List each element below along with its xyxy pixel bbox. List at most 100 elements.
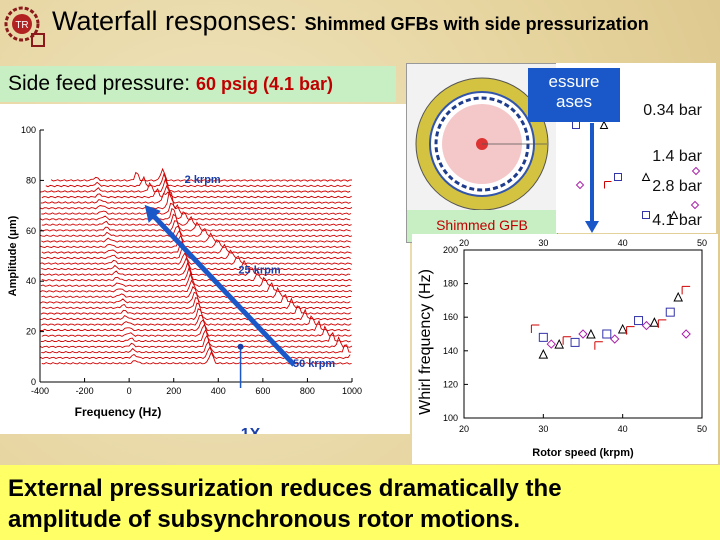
waterfall-trace: [41, 351, 352, 365]
title-text: Waterfall responses:: [52, 6, 298, 36]
wf-y-tick-label: 0: [31, 377, 36, 387]
waterfall-trace: [41, 340, 352, 354]
whirl-y-tick-label: 100: [443, 413, 458, 423]
triangle-marker: [554, 338, 565, 349]
waterfall-annotation: 2 krpm: [185, 174, 221, 186]
bracket-marker: [604, 181, 612, 189]
bracket-marker: [681, 285, 691, 295]
trend-markers: [572, 120, 720, 219]
title-bar: TR Waterfall responses: Shimmed GFBs wit…: [0, 0, 720, 47]
pressure-trend-chart: 0.34 bar 1.4 bar 2.8 bar 4.1 bar: [572, 102, 720, 233]
diamond-marker: [575, 180, 585, 190]
waterfall-trace: [41, 266, 352, 282]
waterfall-annotation: 50 krpm: [293, 358, 335, 370]
triangle-marker: [649, 317, 660, 327]
bracket-marker: [562, 336, 572, 345]
whirl-y-label: Whirl frequency (Hz): [417, 269, 434, 415]
gfb-caption: Shimmed GFB: [436, 217, 528, 233]
wf-x-tick-label: 200: [166, 386, 181, 396]
whirl-x-tick-label-top: 50: [697, 238, 707, 248]
whirl-x-tick-label-top: 30: [538, 238, 548, 248]
speed-arrow: [150, 213, 296, 367]
whirl-x-tick-label: 30: [538, 424, 548, 434]
diamond-marker: [690, 200, 700, 210]
whirl-x-tick-label: 20: [459, 424, 469, 434]
waterfall-trace: [40, 261, 351, 276]
waterfall-trace: [40, 319, 351, 332]
diamond-marker: [681, 329, 691, 339]
waterfall-traces: [39, 167, 353, 365]
conclusion-banner: External pressurization reduces dramatic…: [0, 465, 720, 540]
wf-y-tick-label: 60: [26, 226, 36, 236]
title-subtitle: Shimmed GFBs with side pressurization: [304, 14, 649, 34]
diamond-marker: [641, 320, 652, 331]
waterfall-trace: [41, 229, 352, 243]
waterfall-trace: [41, 323, 352, 337]
bracket-marker: [530, 324, 540, 333]
square-marker: [572, 121, 580, 129]
gfb-illustration: Shimmed GFB: [407, 77, 557, 242]
square-marker: [634, 316, 644, 326]
feed-pressure-value: 60 psig (4.1 bar): [195, 74, 334, 94]
triangle-marker: [599, 120, 609, 129]
whirl-y-tick-label: 160: [443, 312, 458, 322]
square-marker: [538, 332, 548, 342]
conclusion-line1: External pressurization reduces dramatic…: [8, 475, 562, 502]
triangle-marker: [669, 210, 679, 219]
trend-legend: 0.34 bar 1.4 bar 2.8 bar 4.1 bar: [643, 102, 702, 229]
square-marker: [570, 337, 580, 347]
waterfall-trace: [40, 272, 351, 288]
wf-y-tick-label: 40: [26, 276, 36, 286]
waterfall-trace: [41, 184, 352, 199]
pressure-box-line2: ases: [556, 92, 592, 111]
wf-x-tick-label: -200: [76, 386, 94, 396]
gfb-illustration-panel: Shimmed GFB: [406, 63, 558, 243]
university-logo-icon: TR: [4, 6, 45, 47]
speed-arrow-head: [144, 204, 161, 223]
whirl-x-tick-label-top: 20: [459, 238, 469, 248]
svg-text:TR: TR: [15, 20, 28, 31]
waterfall-trace: [40, 291, 351, 304]
wf-x-tick-label: 400: [211, 386, 226, 396]
bracket-marker: [657, 319, 667, 328]
wf-x-tick-label: 800: [300, 386, 315, 396]
waterfall-trace: [41, 202, 352, 215]
conclusion-line2: amplitude of subsynchronous rotor motion…: [8, 506, 521, 533]
whirl-x-label: Rotor speed (krpm): [532, 447, 634, 459]
triangle-marker: [617, 323, 628, 334]
whirl-markers: [530, 285, 691, 359]
waterfall-trace: [41, 213, 352, 226]
bracket-marker: [626, 326, 635, 335]
whirl-y-tick-label: 120: [443, 379, 458, 389]
diamond-marker: [691, 166, 701, 176]
trend-legend-label: 0.34 bar: [643, 102, 702, 119]
triangle-marker: [673, 291, 684, 302]
wf-x-tick-label: -400: [31, 386, 49, 396]
whirl-frame: [463, 249, 703, 419]
square-marker: [614, 173, 622, 181]
waterfall-trace: [40, 302, 351, 315]
waterfall-trace: [50, 167, 352, 182]
wf-y-tick-label: 20: [26, 327, 36, 337]
square-marker: [602, 329, 612, 339]
waterfall-trace: [41, 285, 352, 299]
waterfall-trace: [40, 234, 351, 249]
waterfall-trace: [41, 257, 352, 271]
trend-legend-label: 2.8 bar: [652, 178, 702, 195]
waterfall-trace: [41, 239, 352, 254]
whirl-y-tick-label: 140: [443, 346, 458, 356]
pressure-increases-box: essure ases: [528, 68, 620, 122]
diamond-marker: [578, 329, 588, 339]
whirl-x-tick-label: 40: [618, 424, 628, 434]
waterfall-trace: [39, 225, 353, 237]
feed-pressure-box: Side feed pressure: 60 psig (4.1 bar): [0, 66, 396, 102]
diamond-marker: [546, 339, 556, 349]
waterfall-annotation: 1X: [241, 426, 261, 434]
waterfall-trace: [39, 190, 353, 210]
waterfall-trace: [39, 308, 353, 321]
trend-arrow-head: [585, 221, 599, 233]
waterfall-trace: [40, 207, 351, 221]
whirl-y-tick-label: 200: [443, 245, 458, 255]
waterfall-x-label: Frequency (Hz): [75, 405, 162, 419]
